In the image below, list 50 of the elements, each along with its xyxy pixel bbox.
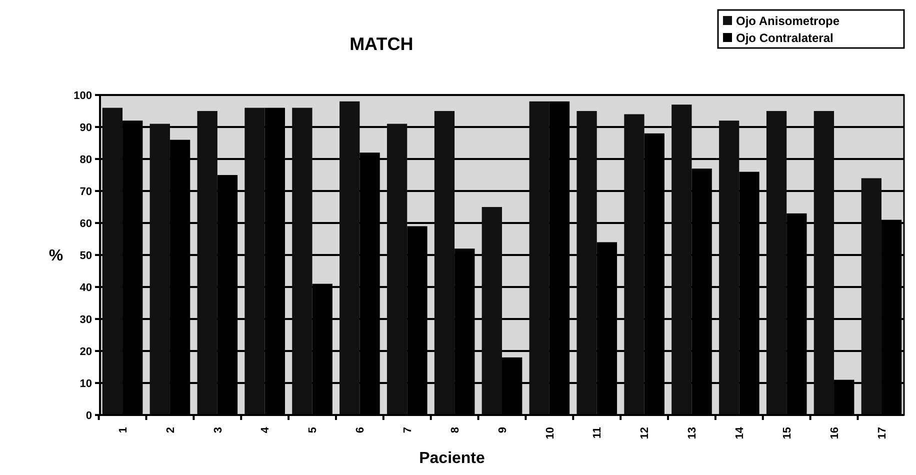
bar (150, 124, 170, 415)
x-tick-label: 6 (354, 427, 367, 434)
bar (624, 114, 644, 415)
legend-label: Ojo Contralateral (736, 31, 834, 45)
y-tick-label: 50 (80, 250, 92, 262)
legend-label: Ojo Anisometrope (736, 14, 840, 28)
x-tick-label: 16 (828, 427, 841, 440)
x-tick-label: 14 (734, 426, 746, 440)
x-tick-label: 10 (544, 427, 556, 440)
bar (482, 207, 502, 415)
x-tick-label: 1 (117, 427, 130, 434)
y-tick-label: 90 (80, 122, 92, 134)
bar (386, 124, 408, 415)
chart-title: MATCH (350, 34, 414, 54)
x-tick-label: 11 (592, 427, 604, 439)
x-tick-label: 3 (212, 427, 224, 434)
bar (576, 111, 597, 415)
x-tick-label: 7 (402, 427, 414, 434)
x-tick-label: 12 (639, 427, 652, 440)
y-tick-label: 20 (80, 346, 92, 358)
bar (814, 111, 834, 415)
bar (292, 108, 312, 415)
bar (529, 101, 550, 415)
y-tick-label: 40 (80, 282, 92, 294)
x-axis-title: Paciente (419, 450, 486, 467)
bar (719, 120, 740, 415)
x-tick-label: 8 (449, 427, 462, 434)
bar (244, 108, 265, 415)
y-tick-label: 60 (80, 218, 92, 230)
x-tick-label: 2 (164, 427, 177, 434)
x-tick-label: 5 (307, 427, 320, 434)
y-axis-title: % (48, 248, 64, 265)
x-tick-label: 17 (876, 427, 888, 440)
bar (766, 111, 787, 415)
y-tick-label: 100 (74, 90, 92, 102)
bar (434, 111, 455, 415)
x-tick-label: 4 (260, 426, 272, 434)
y-tick-label: 80 (80, 154, 92, 166)
bar (197, 111, 218, 415)
y-tick-label: 70 (80, 186, 92, 198)
x-tick-label: 9 (496, 427, 509, 434)
bar (102, 108, 123, 415)
x-tick-label: 13 (686, 427, 699, 440)
bar (340, 101, 360, 415)
y-tick-label: 0 (86, 410, 92, 422)
bar (672, 104, 692, 415)
y-tick-label: 10 (80, 378, 92, 390)
y-tick-label: 30 (80, 314, 92, 326)
x-tick-label: 15 (781, 427, 794, 440)
bar (861, 178, 882, 415)
